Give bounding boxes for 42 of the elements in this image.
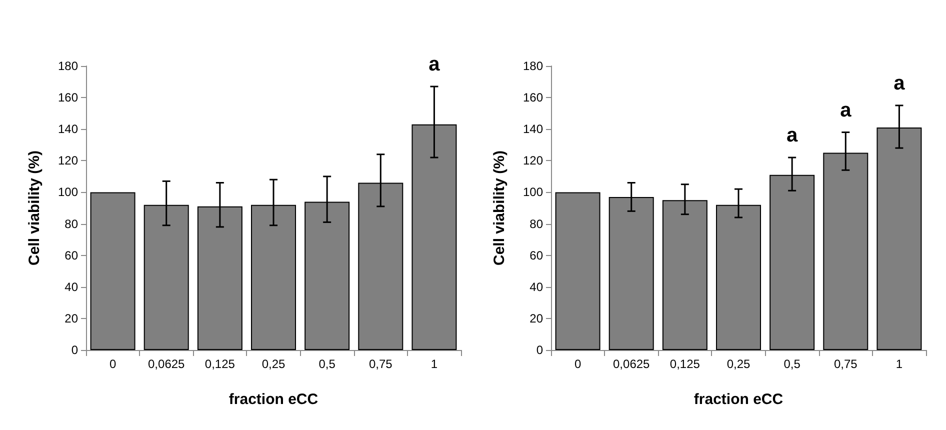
x-tick-label: 0	[109, 357, 116, 371]
annotation: a	[786, 124, 799, 147]
y-tick-label: 40	[64, 280, 78, 294]
x-tick-label: 0,5	[784, 357, 801, 371]
x-tick-label: 0,125	[670, 357, 700, 371]
annotation: a	[428, 54, 441, 76]
x-tick-label: 0,25	[262, 357, 286, 371]
y-axis-title: Cell viability (%)	[26, 150, 43, 266]
y-tick-label: 160	[522, 90, 544, 105]
y-tick-label: 60	[64, 248, 78, 262]
y-tick-label: 20	[64, 311, 78, 326]
x-tick-label: 0,5	[318, 357, 336, 371]
annotation: a	[840, 99, 852, 122]
x-tick-label: 1	[896, 357, 903, 371]
y-tick-label: 180	[522, 59, 544, 73]
x-tick-label: 0,0625	[613, 357, 650, 371]
y-tick-label: 0	[71, 343, 78, 357]
y-tick-label: 100	[58, 185, 78, 200]
y-tick-label: 40	[530, 280, 544, 294]
x-tick-label: 1	[430, 357, 438, 371]
y-tick-label: 140	[58, 122, 78, 136]
y-tick-label: 120	[58, 154, 78, 168]
x-axis-title: fraction eCC	[228, 391, 318, 408]
y-tick-label: 160	[58, 90, 78, 105]
y-tick-label: 100	[522, 185, 544, 200]
x-tick-label: 0,75	[834, 357, 858, 371]
y-tick-label: 180	[58, 59, 78, 73]
y-tick-label: 0	[536, 343, 544, 357]
y-axis-title: Cell viability (%)	[491, 150, 508, 266]
y-tick-label: 20	[530, 311, 544, 326]
x-tick-label: 0	[574, 357, 582, 371]
y-tick-label: 80	[530, 216, 544, 231]
annotation: a	[894, 72, 906, 94]
x-axis-title: fraction eCC	[694, 391, 784, 408]
y-tick-label: 140	[522, 122, 544, 136]
x-tick-label: 0,25	[726, 357, 750, 371]
y-tick-label: 120	[522, 154, 544, 168]
y-tick-label: 80	[64, 216, 78, 231]
x-tick-label: 0,0625	[148, 357, 186, 371]
x-tick-label: 0,75	[368, 357, 393, 371]
y-tick-label: 60	[530, 248, 544, 262]
x-tick-label: 0,125	[204, 357, 236, 371]
